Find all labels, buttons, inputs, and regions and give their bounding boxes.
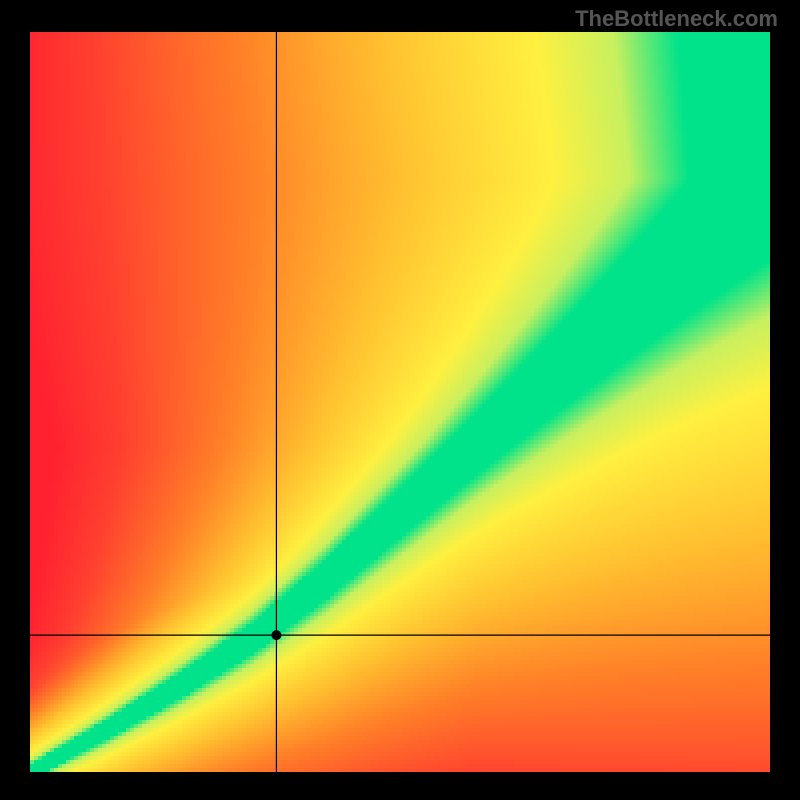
crosshair-dot	[271, 630, 281, 640]
watermark-text: TheBottleneck.com	[575, 6, 778, 32]
bottleneck-heatmap	[0, 0, 800, 800]
chart-container: TheBottleneck.com	[0, 0, 800, 800]
